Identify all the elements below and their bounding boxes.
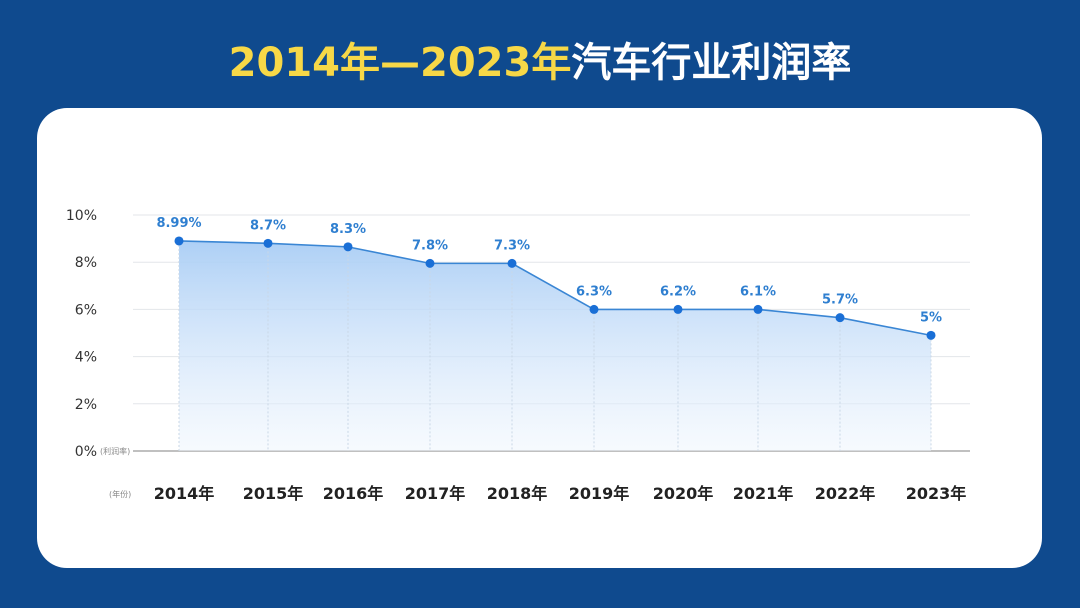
series-line xyxy=(178,240,932,337)
x-tick-label: 2018年 xyxy=(487,484,548,503)
axes-labels: 0% 2% 4% 6% 8% 10% (利润率) (年份) 2014年 2015年 2016年 201… xyxy=(66,208,966,503)
data-label: 6.2% xyxy=(660,284,696,299)
data-series: 8.99% 8.7% 8.3% 7.8% 7.3% 6.3% 6.2% 6.1% 5.7% 5% xyxy=(156,216,942,340)
data-label: 5.7% xyxy=(822,293,858,308)
y-tick-label: 2% xyxy=(75,397,97,413)
data-point xyxy=(926,330,936,340)
x-tick-label: 2019年 xyxy=(569,484,630,503)
vertical-guides xyxy=(178,240,932,451)
title-highlight: 2014年—2023年 xyxy=(228,40,572,86)
data-label: 6.3% xyxy=(576,284,612,299)
title-rest: 汽车行业利润率 xyxy=(571,40,852,86)
data-label: 8.99% xyxy=(156,216,201,231)
data-label: 8.3% xyxy=(330,222,366,237)
area-fill xyxy=(179,240,931,451)
data-point xyxy=(343,242,353,252)
y-tick-label: 0% xyxy=(75,444,97,460)
y-axis-unit: (利润率) xyxy=(100,446,130,456)
y-tick-label: 6% xyxy=(75,302,97,318)
x-tick-label: 2023年 xyxy=(906,484,967,503)
x-tick-label: 2021年 xyxy=(733,484,794,503)
data-label: 8.7% xyxy=(250,218,286,233)
data-label: 7.8% xyxy=(412,238,448,253)
x-tick-label: 2015年 xyxy=(243,484,304,503)
data-point xyxy=(673,304,683,314)
x-tick-label: 2020年 xyxy=(653,484,714,503)
x-tick-label: 2022年 xyxy=(815,484,876,503)
data-point xyxy=(507,258,517,268)
y-tick-label: 4% xyxy=(75,350,97,366)
data-label: 6.1% xyxy=(740,284,776,299)
data-label: 5% xyxy=(920,310,942,325)
data-point xyxy=(263,238,273,248)
x-tick-label: 2014年 xyxy=(154,484,215,503)
y-tick-label: 8% xyxy=(75,255,97,271)
y-tick-label: 10% xyxy=(66,208,97,224)
data-point xyxy=(425,258,435,268)
data-point xyxy=(835,313,845,323)
x-tick-label: 2017年 xyxy=(405,484,466,503)
page-title: 2014年—2023年汽车行业利润率 xyxy=(0,30,1080,88)
data-point xyxy=(753,304,763,314)
data-point xyxy=(589,304,599,314)
data-point xyxy=(174,236,184,246)
data-label: 7.3% xyxy=(494,238,530,253)
x-tick-label: 2016年 xyxy=(323,484,384,503)
x-axis-unit: (年份) xyxy=(109,489,131,499)
